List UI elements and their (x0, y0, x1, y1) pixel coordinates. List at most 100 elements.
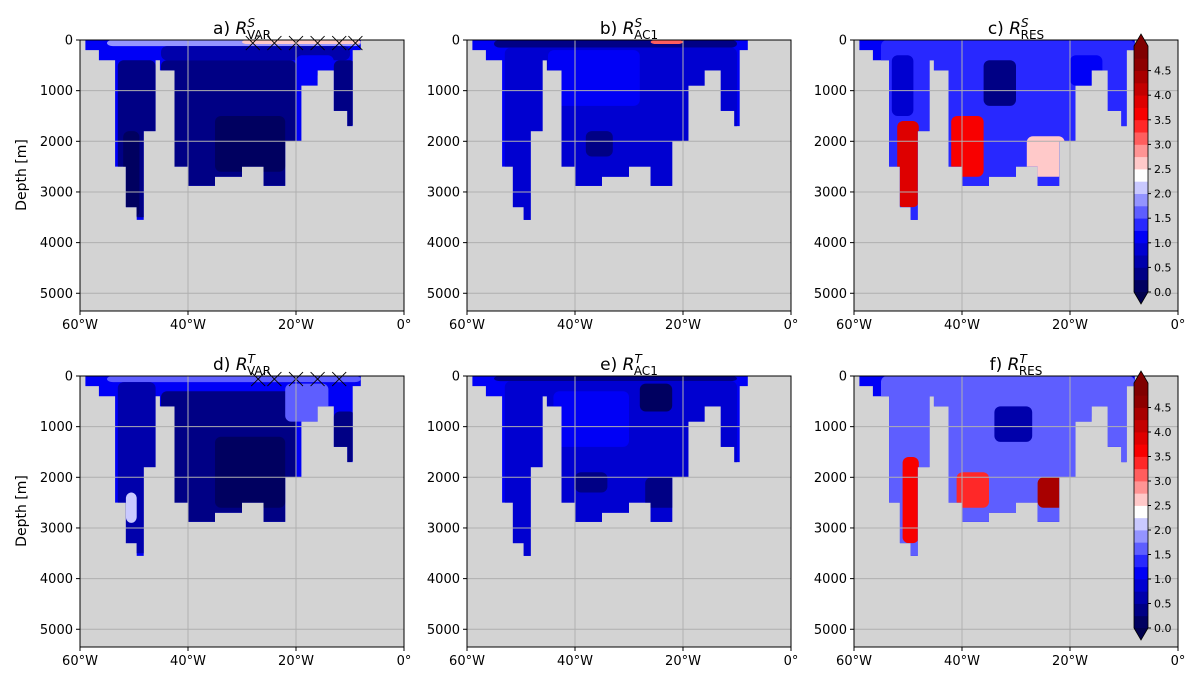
panel-title: b) RS AC1 (600, 16, 658, 42)
hatch-mark (267, 371, 282, 387)
panel-title-sub: RES (1019, 364, 1043, 378)
colorbar-extend-min (1134, 628, 1148, 640)
y-tick-label: 2000 (40, 471, 73, 486)
y-tick-label: 5000 (40, 287, 73, 302)
colorbar-segment (1134, 82, 1148, 96)
colorbar-segment (1134, 493, 1148, 506)
colorbar-segment (1134, 579, 1148, 592)
hatch-mark (348, 35, 363, 51)
colorbar-segment (1134, 70, 1148, 84)
x-tick-label: 0° (1171, 318, 1186, 333)
x-tick-label: 60°W (836, 654, 872, 669)
x-tick-label: 0° (1171, 654, 1186, 669)
y-tick-label: 0 (452, 34, 460, 49)
contour-patch (897, 121, 919, 208)
colorbar-tick-label: 2.0 (1154, 524, 1172, 537)
panel-a: 60°W 40°W 20°W 0° 0 1000 2000 3000 4000 5000 Depth… (14, 16, 411, 333)
colorbar-segment (1134, 530, 1148, 543)
y-tick-label: 5000 (40, 623, 73, 638)
colorbar-extend-max (1134, 34, 1148, 46)
panel-title-symbol: R (236, 355, 248, 375)
panel-title: a) RS VAR (213, 16, 271, 42)
hatch-mark (331, 35, 347, 51)
colorbar-tick-label: 3.0 (1154, 138, 1172, 151)
hatch-mark (331, 371, 347, 387)
axes-frame (79, 375, 405, 648)
panel-title-symbol: R (623, 19, 635, 39)
hatch-mark (267, 35, 282, 51)
x-tick-label: 40°W (944, 318, 980, 333)
x-tick-label: 20°W (278, 654, 314, 669)
contour-patch (242, 40, 361, 45)
colorbar-segment (1134, 144, 1148, 158)
contour-patch (650, 40, 683, 45)
y-tick-label: 5000 (814, 287, 847, 302)
contour-patch (333, 60, 356, 127)
colorbar-segment (1134, 205, 1148, 219)
colorbar-segment (1134, 181, 1148, 194)
panel-title: e) RT AC1 (600, 352, 658, 378)
colorbar-segment (1134, 193, 1148, 207)
panel-title-prefix: c) (988, 19, 1009, 39)
x-tick-label: 0° (397, 318, 412, 333)
panel-title-sup: S (1021, 16, 1029, 30)
panel-title: d) RT VAR (213, 352, 271, 378)
x-tick-label: 40°W (557, 318, 593, 333)
contour-patch (553, 391, 629, 447)
contour-patch (951, 115, 984, 177)
contour-patch (639, 383, 673, 412)
x-tick-label: 20°W (278, 318, 314, 333)
y-tick-label: 4000 (814, 572, 847, 587)
colorbar-segment (1134, 407, 1148, 421)
hatch-mark (310, 35, 325, 51)
colorbar-segment (1134, 542, 1148, 555)
axes-frame (79, 39, 405, 312)
colorbars-group: 0.0 0.5 1.0 1.5 2.0 2.5 3.0 3.5 4.0 4.5 0.0 0.5 1.0 1… (1133, 33, 1172, 641)
colorbar-tick-label: 1.5 (1154, 549, 1172, 562)
hatch-mark (250, 371, 266, 387)
colorbar-tick-label: 1.0 (1154, 573, 1172, 586)
colorbar-segment (1134, 456, 1148, 470)
colorbar-segment (1134, 230, 1148, 244)
colorbar-segment (1134, 517, 1148, 531)
x-tick-label: 60°W (62, 654, 98, 669)
x-tick-label: 40°W (170, 654, 206, 669)
colorbar-segment (1134, 505, 1148, 519)
contour-patch (585, 131, 613, 157)
y-tick-label: 1000 (427, 84, 460, 99)
colorbar-segment (1134, 279, 1148, 293)
y-tick-label: 5000 (427, 623, 460, 638)
y-tick-label: 3000 (427, 185, 460, 200)
panel-title-prefix: f) (990, 355, 1008, 375)
contour-patch (548, 50, 640, 106)
colorbar-segment (1134, 395, 1148, 408)
colorbar-segment (1134, 591, 1148, 604)
y-tick-label: 3000 (814, 521, 847, 536)
colorbar-segment (1134, 119, 1148, 133)
panel-title-prefix: b) (600, 19, 623, 39)
panel-title-symbol: R (1009, 19, 1021, 39)
panel-title: c) RS RES (988, 16, 1044, 42)
panel-title-symbol: R (236, 19, 248, 39)
panel-title-prefix: e) (600, 355, 623, 375)
colorbar-tick-label: 0.0 (1154, 286, 1172, 299)
colorbar-segment (1134, 218, 1148, 231)
colorbar-tick-label: 0.0 (1154, 622, 1172, 635)
colorbar-tick-label: 2.5 (1154, 163, 1172, 176)
panel-f: 60°W 40°W 20°W 0° 0 1000 2000 3000 4000 5000 f) RT… (814, 352, 1185, 669)
panel-title-symbol: R (623, 355, 635, 375)
contour-patch (494, 40, 737, 48)
y-tick-label: 4000 (814, 236, 847, 251)
colorbar-tick-label: 3.0 (1154, 475, 1172, 488)
contour-patch (494, 376, 737, 382)
colorbar-segment (1134, 242, 1148, 256)
colorbar-segment (1134, 444, 1148, 457)
contour-patch (891, 55, 914, 116)
y-tick-label: 3000 (427, 521, 460, 536)
colorbar-tick-label: 0.5 (1154, 261, 1172, 274)
colorbar-segment (1134, 46, 1148, 59)
panel-title-symbol: R (1008, 355, 1020, 375)
panel-title-prefix: d) (213, 355, 236, 375)
panels-group: 60°W 40°W 20°W 0° 0 1000 2000 3000 4000 5000 Depth… (14, 16, 1185, 669)
